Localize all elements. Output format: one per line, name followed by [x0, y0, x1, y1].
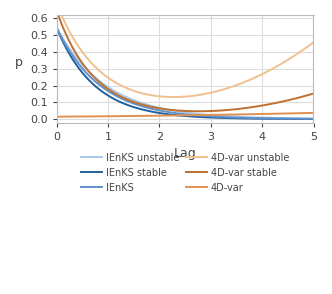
IEnKS [311, 117, 315, 121]
IEnKS unstable [265, 116, 269, 120]
IEnKS unstable [194, 112, 198, 116]
Y-axis label: p: p [15, 56, 23, 69]
Line: IEnKS unstable: IEnKS unstable [57, 28, 313, 118]
IEnKS unstable [177, 110, 181, 113]
4D-var [178, 113, 182, 117]
Line: IEnKS: IEnKS [57, 28, 313, 119]
Line: 4D-var stable: 4D-var stable [57, 11, 313, 111]
4D-var unstable [55, 2, 59, 6]
IEnKS stable [208, 116, 211, 119]
4D-var [208, 113, 211, 117]
4D-var [177, 114, 181, 117]
4D-var unstable [177, 95, 181, 99]
IEnKS stable [305, 117, 309, 121]
IEnKS [265, 117, 269, 120]
4D-var unstable [172, 95, 176, 99]
4D-var stable [208, 109, 212, 113]
4D-var stable [266, 103, 270, 106]
IEnKS unstable [208, 113, 211, 117]
4D-var stable [306, 93, 310, 97]
4D-var stable [311, 92, 315, 95]
4D-var [305, 111, 309, 115]
IEnKS unstable [178, 110, 182, 113]
4D-var stable [177, 109, 181, 112]
X-axis label: Lag: Lag [174, 147, 197, 160]
IEnKS [55, 26, 59, 30]
IEnKS stable [178, 114, 182, 117]
IEnKS unstable [311, 117, 315, 120]
IEnKS [305, 117, 309, 121]
4D-var [265, 112, 269, 116]
4D-var [55, 115, 59, 118]
4D-var stable [197, 110, 201, 113]
4D-var unstable [208, 91, 212, 95]
4D-var stable [55, 9, 59, 13]
4D-var unstable [306, 45, 310, 48]
IEnKS stable [265, 117, 269, 121]
IEnKS [208, 115, 211, 118]
4D-var unstable [179, 95, 183, 99]
4D-var stable [178, 109, 182, 113]
4D-var unstable [194, 94, 198, 97]
IEnKS stable [177, 114, 181, 117]
IEnKS unstable [305, 117, 309, 120]
4D-var unstable [311, 41, 315, 44]
Line: IEnKS stable: IEnKS stable [57, 28, 313, 119]
4D-var [194, 113, 198, 117]
IEnKS stable [194, 115, 198, 118]
IEnKS [178, 112, 182, 116]
IEnKS [194, 113, 198, 117]
Line: 4D-var unstable: 4D-var unstable [57, 4, 313, 97]
4D-var [311, 111, 315, 115]
IEnKS unstable [55, 26, 59, 30]
IEnKS [177, 112, 181, 115]
Legend: IEnKS unstable, IEnKS stable, IEnKS, 4D-var unstable, 4D-var stable, 4D-var: IEnKS unstable, IEnKS stable, IEnKS, 4D-… [77, 149, 293, 196]
4D-var stable [194, 109, 198, 113]
Line: 4D-var: 4D-var [57, 113, 313, 117]
IEnKS stable [311, 117, 315, 121]
4D-var unstable [266, 70, 270, 73]
IEnKS stable [55, 26, 59, 30]
